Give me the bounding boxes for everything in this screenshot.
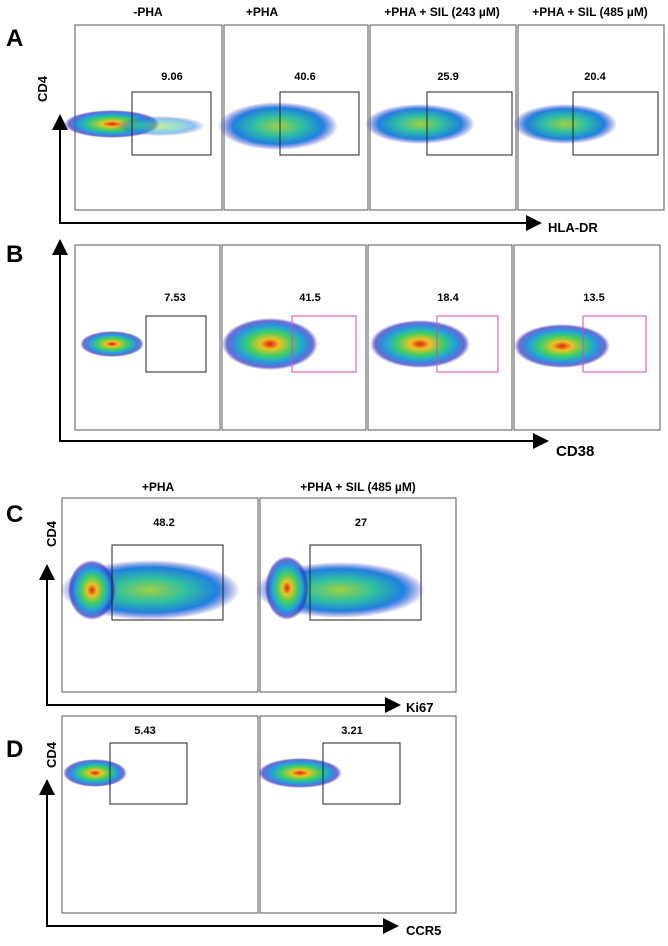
gate-value: 48.2 [153, 517, 174, 529]
gate-value: 40.6 [294, 71, 315, 83]
panel-label: D [6, 736, 23, 763]
gate-value: 13.5 [583, 292, 604, 304]
plots-d [61, 715, 457, 914]
x-axis-label: CCR5 [406, 923, 441, 938]
gate-value: 27 [355, 517, 367, 529]
column-header: +PHA [246, 5, 279, 19]
gate-value: 3.21 [341, 725, 362, 737]
gate-value: 9.06 [161, 71, 182, 83]
x-axis-label: HLA-DR [548, 220, 598, 235]
column-header: +PHA + SIL (485 µM) [532, 5, 648, 19]
column-header: -PHA [133, 5, 163, 19]
panel-label: A [6, 25, 23, 52]
gate-value: 41.5 [299, 292, 320, 304]
plots-a [64, 24, 665, 211]
plots-b [74, 244, 661, 431]
plots-c [60, 497, 457, 693]
gate-value: 20.4 [584, 71, 606, 83]
column-header: +PHA + SIL (243 µM) [384, 5, 500, 19]
gate-value: 5.43 [134, 725, 155, 737]
gate-value: 25.9 [437, 71, 458, 83]
x-axis-label: CD38 [556, 443, 594, 460]
panel-label: C [6, 501, 23, 528]
column-header: +PHA [142, 480, 175, 494]
panel-label: B [6, 241, 23, 268]
y-axis-label: CD4 [44, 741, 59, 768]
gate-value: 18.4 [437, 292, 459, 304]
y-axis-label: CD4 [35, 75, 50, 102]
gate-value: 7.53 [164, 292, 185, 304]
y-axis-label: CD4 [44, 520, 59, 547]
x-axis-label: Ki67 [406, 700, 433, 715]
column-header: +PHA + SIL (485 µM) [300, 480, 416, 494]
